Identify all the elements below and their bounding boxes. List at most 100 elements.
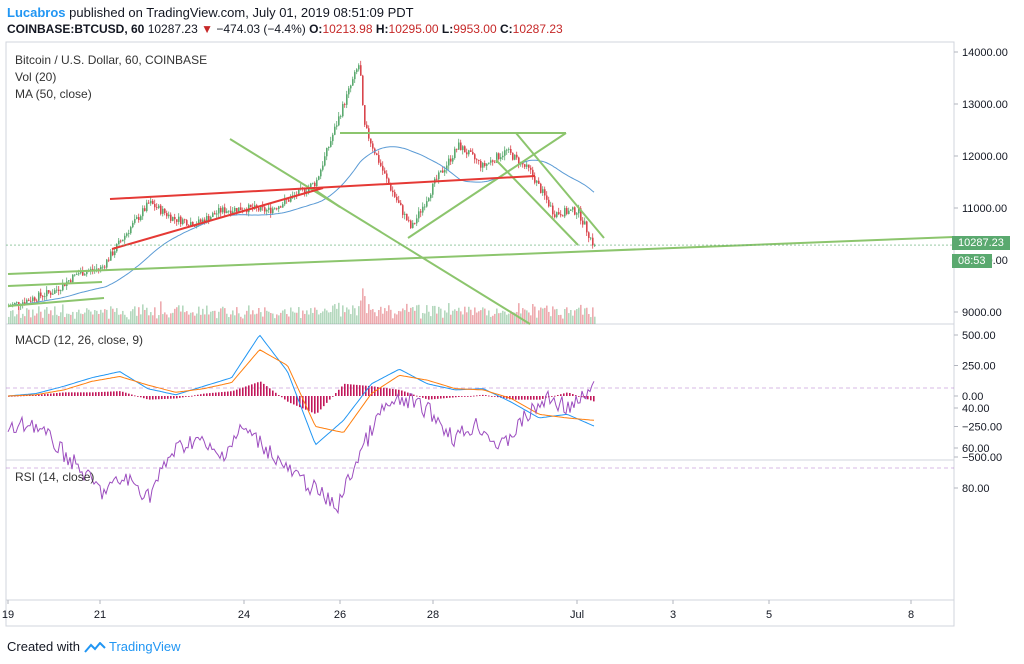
volume-bar	[428, 311, 430, 324]
volume-bar	[188, 314, 190, 324]
volume-bar	[158, 315, 160, 324]
volume-bar	[512, 312, 514, 324]
macd-hist-bar	[227, 391, 229, 396]
trendline-descending[interactable]	[229, 138, 531, 325]
trendline-channel-lower[interactable]	[495, 159, 579, 246]
macd-hist-bar	[50, 393, 52, 396]
candle-body	[484, 163, 486, 166]
volume-bar	[500, 312, 502, 324]
time-tick-label: 21	[94, 609, 106, 621]
trendline-triangle-bottom[interactable]	[407, 132, 567, 239]
macd-hist-bar	[329, 396, 331, 400]
trendline-long-support[interactable]	[7, 236, 955, 275]
volume-bar	[186, 311, 188, 324]
macd-hist-bar	[383, 387, 385, 396]
trendlines[interactable]	[7, 132, 955, 325]
volume-bar	[274, 318, 276, 324]
candle-body	[472, 151, 474, 155]
candle-body	[246, 210, 248, 213]
candle-body	[386, 173, 388, 179]
macd-hist-bar	[434, 396, 436, 400]
volume-bar	[226, 313, 228, 324]
macd-hist-bar	[62, 392, 64, 396]
candle-body	[502, 155, 504, 158]
candle-body	[348, 88, 350, 95]
candles	[8, 60, 596, 311]
trendline-channel-upper[interactable]	[515, 132, 605, 239]
macd-hist-bar	[542, 396, 544, 399]
trendline-base[interactable]	[7, 297, 105, 307]
volume-bar	[282, 310, 284, 324]
price-pane-frame	[5, 41, 955, 325]
candle-body	[378, 155, 380, 163]
trendline-red-bottom[interactable]	[111, 187, 324, 250]
volume-bar	[412, 307, 414, 324]
candle-body	[44, 296, 46, 298]
candle-body	[118, 240, 120, 245]
volume-bar	[346, 307, 348, 324]
volume-bar	[330, 311, 332, 324]
candle-body	[174, 217, 176, 220]
tradingview-brand[interactable]: TradingView	[109, 639, 181, 654]
volume-bar	[54, 306, 56, 324]
volume-bar	[18, 306, 20, 324]
macd-hist-bar	[320, 396, 322, 410]
macd-hist-bar	[488, 395, 490, 397]
candle-body	[58, 289, 60, 291]
candle-body	[192, 221, 194, 227]
volume-bar	[206, 305, 208, 324]
volume-bar	[488, 310, 490, 324]
trendline-short[interactable]	[311, 187, 341, 208]
author-link[interactable]: Lucabros	[7, 5, 66, 20]
candle-body	[402, 205, 404, 215]
volume-bar	[558, 315, 560, 324]
macd-pane-frame	[5, 323, 955, 461]
candle-body	[372, 143, 374, 149]
volume-bar	[240, 316, 242, 324]
candle-body	[166, 213, 168, 217]
macd-hist-bar	[263, 383, 265, 396]
candle-body	[84, 274, 86, 276]
candle-body	[148, 202, 150, 204]
candle-body	[444, 170, 446, 173]
macd-hist-bar	[536, 396, 538, 400]
macd-hist-bar	[131, 394, 133, 396]
candle-body	[284, 198, 286, 205]
candle-body	[310, 183, 312, 188]
volume-bar	[586, 307, 588, 324]
macd-hist-bar	[590, 396, 592, 401]
volume-bar	[594, 316, 596, 324]
macd-hist-bar	[362, 385, 364, 396]
macd-hist-bar	[212, 392, 214, 396]
volume-bar	[556, 308, 558, 324]
candle-body	[470, 150, 472, 152]
price-tick-label: 13000.00	[962, 99, 1008, 111]
macd-axis: 500.00 250.00 0.00 −250.00 −500.00	[954, 330, 1002, 464]
candle-body	[210, 217, 212, 221]
macd-hist-bar	[74, 392, 76, 396]
macd-hist-bar	[437, 396, 439, 399]
macd-hist-bar	[491, 396, 493, 397]
candle-body	[476, 159, 478, 161]
macd-hist-bar	[470, 395, 472, 397]
volume-bar	[120, 314, 122, 324]
volume-bar	[590, 317, 592, 324]
macd-hist-bar	[398, 389, 400, 396]
candle-body	[238, 207, 240, 212]
trendline-lower-support[interactable]	[7, 281, 103, 287]
macd-hist-bar	[482, 394, 484, 396]
candle-body	[172, 217, 174, 221]
candle-body	[18, 302, 20, 306]
candle-body	[360, 65, 362, 76]
volume-bar	[104, 309, 106, 324]
volume-bar	[482, 307, 484, 324]
volume-bar	[248, 305, 250, 324]
macd-hist-bar	[287, 396, 289, 402]
volume-bar	[302, 310, 304, 324]
macd-hist-bar	[380, 387, 382, 396]
candle-body	[322, 165, 324, 170]
candle-body	[46, 290, 48, 297]
candle-body	[324, 156, 326, 166]
volume-bar	[234, 315, 236, 324]
